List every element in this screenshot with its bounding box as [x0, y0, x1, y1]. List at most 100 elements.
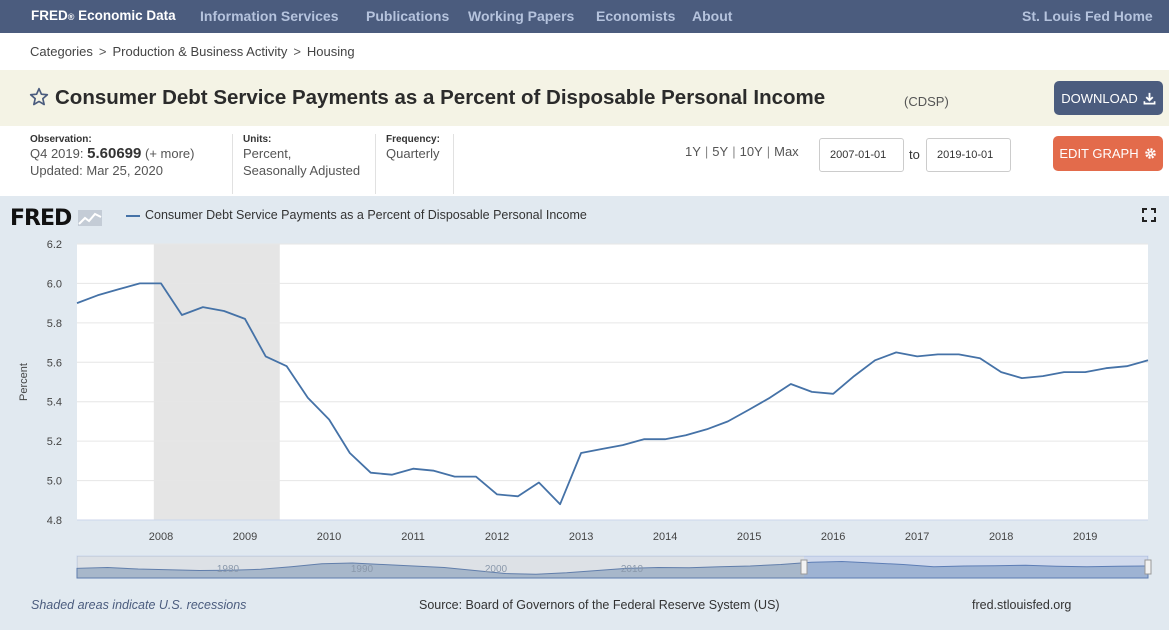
- range-max-link[interactable]: Max: [774, 144, 799, 159]
- data-point[interactable]: [956, 351, 962, 357]
- data-point[interactable]: [872, 357, 878, 363]
- y-tick-label: 6.2: [47, 239, 62, 251]
- data-point[interactable]: [809, 389, 815, 395]
- data-point[interactable]: [263, 353, 269, 359]
- data-point[interactable]: [179, 312, 185, 318]
- data-point[interactable]: [851, 373, 857, 379]
- data-point[interactable]: [767, 395, 773, 401]
- download-button[interactable]: DOWNLOAD: [1054, 81, 1163, 115]
- data-point[interactable]: [410, 466, 416, 472]
- data-point[interactable]: [557, 501, 563, 507]
- data-point[interactable]: [452, 474, 458, 480]
- nav-link-information-services[interactable]: Information Services: [200, 8, 339, 24]
- data-point[interactable]: [431, 468, 437, 474]
- data-point[interactable]: [305, 395, 311, 401]
- data-point[interactable]: [1124, 363, 1130, 369]
- range-1y-link[interactable]: 1Y: [685, 144, 701, 159]
- data-point[interactable]: [893, 349, 899, 355]
- line-chart[interactable]: 4.8 5.0 5.2 5.4 5.6 5.8 6.0 6.2 2008 2009 2010 2011…: [0, 230, 1169, 590]
- data-point[interactable]: [389, 472, 395, 478]
- favorite-star-icon[interactable]: [29, 87, 49, 107]
- y-axis-label: Percent: [18, 363, 30, 401]
- units-value-line2: Seasonally Adjusted: [243, 163, 361, 178]
- data-point[interactable]: [641, 436, 647, 442]
- observation-value: 5.60699: [87, 145, 142, 162]
- data-point[interactable]: [116, 286, 122, 292]
- data-point[interactable]: [725, 418, 731, 424]
- recession-shading: [153, 244, 280, 520]
- data-point[interactable]: [998, 369, 1004, 375]
- nav-link-publications[interactable]: Publications: [366, 8, 450, 24]
- brand-registered-mark: ®: [67, 12, 75, 22]
- data-point[interactable]: [494, 491, 500, 497]
- data-point[interactable]: [746, 407, 752, 413]
- navigator-tick-label: 2010: [621, 564, 644, 575]
- data-point[interactable]: [1103, 365, 1109, 371]
- data-point[interactable]: [1040, 373, 1046, 379]
- navigator-handle[interactable]: [1144, 559, 1152, 575]
- data-point[interactable]: [704, 426, 710, 432]
- data-point[interactable]: [515, 493, 521, 499]
- data-point[interactable]: [1019, 375, 1025, 381]
- brand-suffix: Economic Data: [74, 8, 176, 23]
- download-icon: [1143, 92, 1156, 104]
- data-point[interactable]: [347, 450, 353, 456]
- data-point[interactable]: [914, 353, 920, 359]
- end-date-input[interactable]: [926, 138, 1011, 172]
- data-point[interactable]: [242, 316, 248, 322]
- x-tick-label: 2009: [233, 531, 257, 543]
- breadcrumb-housing[interactable]: Housing: [306, 44, 355, 59]
- edit-graph-button[interactable]: EDIT GRAPH: [1053, 136, 1163, 171]
- data-point[interactable]: [788, 381, 794, 387]
- navigator-tick-label: 1990: [351, 564, 374, 575]
- fred-url[interactable]: fred.stlouisfed.org: [972, 598, 1072, 612]
- data-point[interactable]: [473, 474, 479, 480]
- x-tick-label: 2012: [485, 531, 509, 543]
- nav-link-st-louis-fed-home[interactable]: St. Louis Fed Home: [1022, 8, 1153, 24]
- data-point[interactable]: [1061, 369, 1067, 375]
- data-point[interactable]: [74, 300, 80, 306]
- breadcrumb-production-business-activity[interactable]: Production & Business Activity: [112, 44, 288, 59]
- data-point[interactable]: [1145, 357, 1151, 363]
- data-point[interactable]: [977, 355, 983, 361]
- data-point[interactable]: [935, 351, 941, 357]
- fred-brand-link[interactable]: FRED® Economic Data: [31, 8, 176, 23]
- data-point[interactable]: [662, 436, 668, 442]
- navigator-tick-label: 1980: [217, 564, 240, 575]
- data-point[interactable]: [620, 442, 626, 448]
- fullscreen-expand-icon[interactable]: [1142, 208, 1156, 222]
- start-date-input[interactable]: [819, 138, 904, 172]
- brand-name: FRED: [31, 8, 68, 23]
- range-10y-link[interactable]: 10Y: [739, 144, 763, 159]
- data-point[interactable]: [1082, 369, 1088, 375]
- range-5y-link[interactable]: 5Y: [712, 144, 729, 159]
- nav-link-working-papers[interactable]: Working Papers: [468, 8, 575, 24]
- data-point[interactable]: [137, 280, 143, 286]
- data-point[interactable]: [284, 363, 290, 369]
- y-tick-label: 5.4: [47, 397, 62, 409]
- data-point[interactable]: [200, 304, 206, 310]
- data-point[interactable]: [221, 308, 227, 314]
- data-point[interactable]: [95, 292, 101, 298]
- range-separator: |: [766, 144, 771, 159]
- data-point[interactable]: [578, 450, 584, 456]
- observation-value-line: Q4 2019: 5.60699 (+ more): [30, 145, 194, 162]
- data-point[interactable]: [158, 280, 164, 286]
- fred-graph-logo: FRED: [10, 206, 102, 231]
- observation-more-link[interactable]: (+ more): [144, 146, 195, 161]
- data-point[interactable]: [599, 446, 605, 452]
- observation-block: Observation: Q4 2019: 5.60699 (+ more) U…: [30, 134, 194, 179]
- x-tick-label: 2008: [149, 531, 173, 543]
- units-value-line1: Percent,: [243, 146, 292, 161]
- breadcrumb-separator: >: [98, 44, 107, 59]
- data-point[interactable]: [326, 416, 332, 422]
- breadcrumb-categories[interactable]: Categories: [30, 44, 93, 59]
- nav-link-economists[interactable]: Economists: [596, 8, 676, 24]
- nav-link-about[interactable]: About: [692, 8, 733, 24]
- navigator-handle[interactable]: [800, 559, 808, 575]
- data-point[interactable]: [536, 480, 542, 486]
- data-point[interactable]: [368, 470, 374, 476]
- data-point[interactable]: [683, 432, 689, 438]
- series-line[interactable]: [76, 282, 1149, 506]
- data-point[interactable]: [830, 391, 836, 397]
